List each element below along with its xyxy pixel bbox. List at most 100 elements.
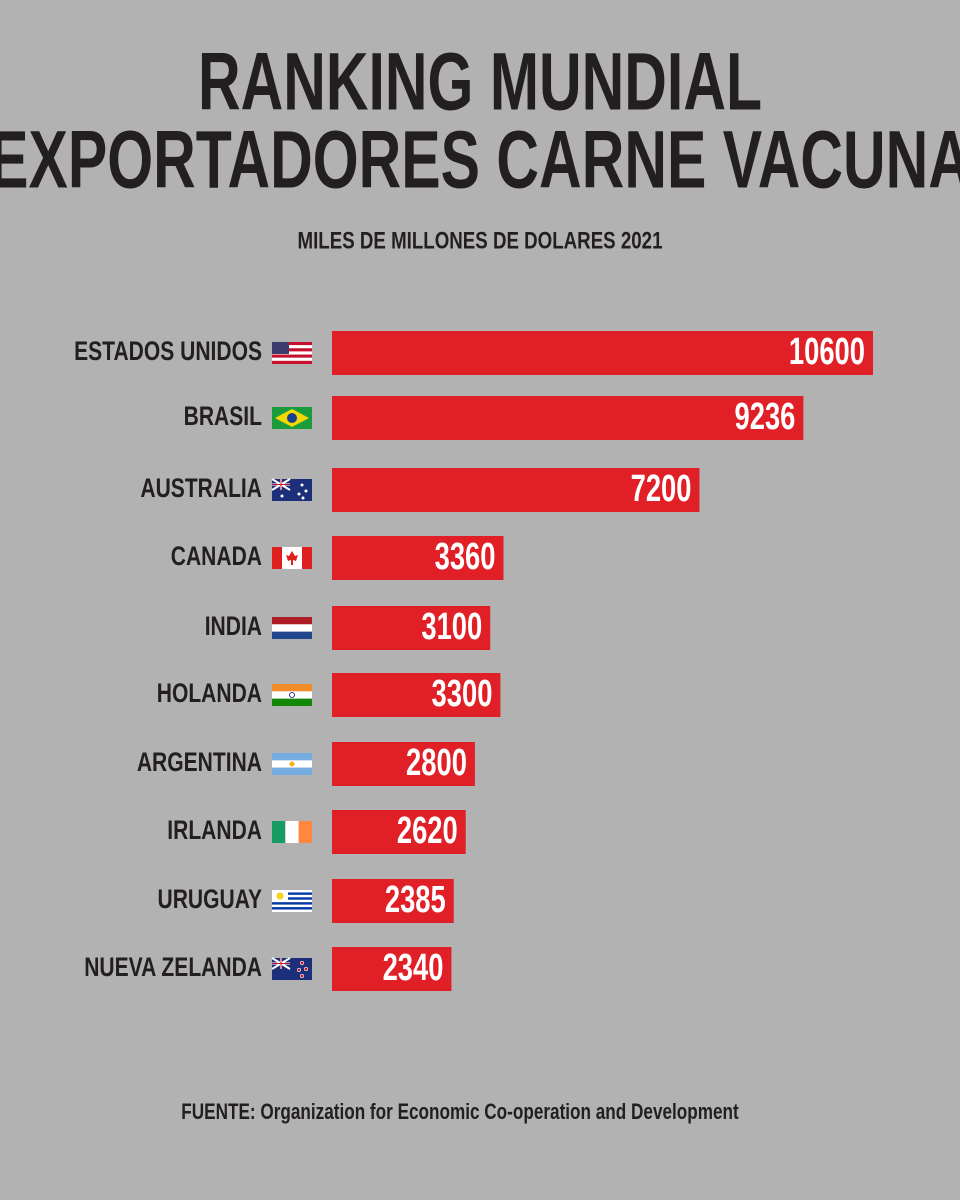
bar (332, 742, 475, 786)
flag-part (272, 345, 312, 349)
value-label: 10600 (789, 331, 865, 373)
value-label: 3360 (435, 536, 496, 578)
bar (332, 810, 466, 854)
value-label-group: 2800 (406, 742, 467, 784)
category-label: BRASIL (184, 402, 263, 432)
value-label: 3300 (432, 673, 493, 715)
category-label-group: INDIA (205, 612, 262, 642)
value-label: 2800 (406, 742, 467, 784)
flag-part (272, 890, 312, 893)
source-note: FUENTE: Organization for Economic Co-ope… (181, 1100, 739, 1125)
value-label-group: 2340 (383, 947, 444, 989)
flag-part (272, 354, 312, 358)
bar (332, 673, 501, 717)
value-label: 7200 (631, 468, 692, 510)
bar (332, 879, 454, 923)
value-label-group: 3360 (435, 536, 496, 578)
flag-part (272, 617, 312, 625)
flag-part (272, 547, 282, 569)
category-label-group: ESTADOS UNIDOS (74, 337, 262, 367)
flag-part (299, 973, 304, 978)
flag-icon (272, 342, 312, 364)
category-label: CANADA (171, 542, 262, 572)
category-label-group: AUSTRALIA (140, 474, 262, 504)
category-label: HOLANDA (157, 679, 262, 709)
flag-part (289, 761, 295, 767)
category-label-group: ARGENTINA (137, 748, 262, 778)
category-label: INDIA (205, 612, 262, 642)
flag-part (272, 958, 290, 969)
category-label: AUSTRALIA (140, 474, 262, 504)
value-label: 2340 (383, 947, 444, 989)
bar (332, 947, 452, 991)
flag-part (302, 547, 312, 569)
bar (332, 606, 491, 650)
value-label: 2620 (397, 810, 458, 852)
flag-part (272, 897, 312, 900)
flag-part (272, 821, 286, 843)
bar (332, 331, 873, 375)
flag-icon (272, 547, 312, 569)
flag-icon (272, 753, 312, 775)
chart-title: EXPORTADORES CARNE VACUNA (0, 114, 960, 206)
flag-icon (271, 957, 312, 980)
flag-part (272, 691, 312, 699)
value-label-group: 3300 (432, 673, 493, 715)
flag-icon (272, 407, 312, 429)
flag-part (298, 821, 312, 843)
flag-icon (272, 684, 312, 706)
category-label: NUEVA ZELANDA (84, 953, 262, 983)
flag-part (272, 348, 312, 352)
flag-part (299, 960, 304, 966)
flag-part (272, 342, 312, 346)
flag-part (272, 892, 312, 895)
value-label-group: 10600 (789, 331, 865, 373)
category-label-group: NUEVA ZELANDA (84, 953, 262, 983)
bar (332, 396, 804, 440)
value-label-group: 7200 (631, 468, 692, 510)
flag-part (296, 968, 301, 973)
flag-part (289, 692, 295, 698)
flag-part (272, 360, 312, 364)
flag-part (272, 909, 312, 912)
flag-part (303, 967, 308, 972)
flag-part (301, 496, 305, 500)
flag-part (272, 904, 312, 908)
flag-part (272, 767, 312, 775)
chart-subtitle: MILES DE MILLONES DE DOLARES 2021 (298, 227, 663, 254)
value-label: 3100 (421, 606, 482, 648)
value-label: 9236 (735, 396, 796, 438)
flag-part (272, 357, 312, 361)
flag-part (287, 413, 297, 423)
category-label-group: HOLANDA (157, 679, 262, 709)
chart-title: RANKING MUNDIAL (198, 36, 762, 128)
flag-part (272, 351, 312, 355)
flag-part (272, 479, 290, 490)
category-label-group: IRLANDA (167, 816, 262, 846)
category-label: URUGUAY (158, 885, 262, 915)
value-label-group: 9236 (735, 396, 796, 438)
flag-part (276, 892, 284, 900)
flag-part (272, 899, 312, 903)
flag-part (272, 631, 312, 639)
category-label-group: BRASIL (184, 402, 263, 432)
flag-part (280, 494, 284, 498)
value-label: 2385 (385, 879, 446, 921)
bar (332, 468, 700, 512)
flag-part (304, 489, 308, 493)
flag-part (272, 342, 289, 354)
flag-part (272, 753, 312, 761)
bar (332, 536, 504, 580)
value-label-group: 2385 (385, 879, 446, 921)
category-label-group: CANADA (171, 542, 262, 572)
category-label: IRLANDA (167, 816, 262, 846)
flag-part (285, 821, 299, 843)
flag-part (272, 684, 312, 692)
flag-part (272, 698, 312, 706)
flag-part (272, 902, 312, 905)
flag-part (297, 492, 301, 496)
flag-part (272, 907, 312, 910)
value-label-group: 3100 (421, 606, 482, 648)
